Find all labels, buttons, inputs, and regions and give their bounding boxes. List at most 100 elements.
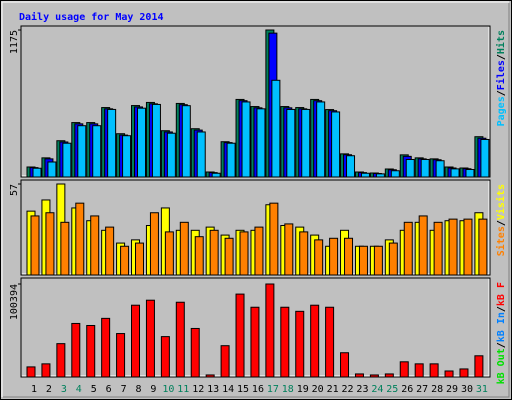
bar: [45, 212, 55, 276]
bar: [220, 345, 230, 378]
legend-entry: Pages: [496, 96, 507, 126]
bar: [429, 363, 439, 378]
legend-entry: Sites: [495, 226, 507, 256]
x-tick-label: 3: [61, 384, 67, 395]
x-tick-label: 9: [150, 384, 156, 395]
legend-entry: kB F: [496, 282, 507, 306]
bar: [145, 299, 155, 378]
bar: [101, 317, 111, 378]
legend-separator: /: [496, 306, 507, 312]
bar: [137, 107, 147, 178]
bar: [164, 231, 174, 276]
bar: [62, 142, 72, 178]
bar: [160, 336, 170, 378]
bar: [181, 105, 191, 178]
bar: [286, 108, 296, 178]
bar: [375, 173, 385, 178]
bar: [116, 333, 126, 378]
bar: [390, 170, 400, 178]
bar: [478, 218, 488, 276]
bar: [325, 306, 335, 378]
legend-separator: /: [496, 54, 507, 60]
bar: [346, 155, 356, 178]
x-tick-label: 22: [342, 384, 354, 395]
bar: [190, 327, 200, 378]
legend-separator: /: [496, 342, 507, 348]
bar: [256, 108, 266, 178]
x-tick-label: 10: [162, 384, 174, 395]
x-tick-label: 14: [222, 384, 234, 395]
bar: [269, 202, 279, 276]
bar: [151, 103, 161, 178]
bar: [60, 221, 70, 276]
bar: [444, 370, 454, 378]
x-tick-label: 29: [446, 384, 458, 395]
bar: [450, 168, 460, 178]
bar: [340, 352, 350, 378]
x-tick-label: 31: [476, 384, 488, 395]
bevel: [3, 3, 510, 398]
x-tick-label: 11: [177, 384, 189, 395]
bar: [405, 158, 415, 178]
x-tick-label: 6: [106, 384, 112, 395]
legend-separator: /: [496, 220, 507, 226]
bar: [122, 135, 132, 178]
x-tick-label: 2: [46, 384, 52, 395]
x-tick-label: 23: [356, 384, 368, 395]
bar: [331, 111, 341, 178]
x-tick-label: 12: [192, 384, 204, 395]
bar: [41, 363, 51, 378]
bar: [149, 212, 159, 276]
bar: [224, 237, 234, 276]
bar: [47, 161, 57, 178]
bar: [463, 218, 473, 276]
bar: [32, 167, 42, 178]
legend-entry: Visits: [495, 184, 507, 220]
bar: [314, 239, 324, 276]
bar: [465, 168, 475, 178]
x-tick-label: 18: [282, 384, 294, 395]
chart-title: Daily usage for May 2014: [19, 11, 164, 23]
legend-entry: kB Out: [496, 348, 507, 384]
x-tick-label: 24: [371, 384, 383, 395]
bar: [175, 301, 185, 378]
bar: [459, 368, 469, 378]
bar: [86, 324, 96, 378]
bar: [194, 236, 204, 276]
bar: [92, 125, 102, 178]
x-tick-label: 27: [416, 384, 428, 395]
y-tick-label: 57: [9, 184, 20, 196]
bar: [360, 172, 370, 178]
x-tick-label: 26: [401, 384, 413, 395]
x-tick-label: 5: [91, 384, 97, 395]
x-tick-label: 28: [431, 384, 443, 395]
legend-entry: Files: [495, 60, 507, 90]
legend-separator: /: [496, 90, 507, 96]
bar: [71, 322, 81, 378]
bar: [299, 231, 309, 276]
bar: [480, 138, 490, 178]
bar: [433, 221, 443, 276]
bar: [354, 373, 364, 378]
bar: [301, 108, 311, 178]
legend: kB Out/kB In/kB F: [496, 282, 507, 384]
bar: [90, 215, 100, 276]
bar: [56, 343, 66, 378]
bar: [107, 108, 117, 178]
legend-entry: Hits: [495, 30, 507, 54]
bar: [388, 242, 398, 276]
bar: [241, 101, 251, 178]
bar: [329, 237, 339, 276]
bar: [239, 231, 249, 276]
bar: [358, 245, 368, 276]
bar: [295, 310, 305, 378]
bar: [196, 131, 206, 178]
bar: [30, 215, 40, 276]
legend: Sites/Visits: [495, 184, 507, 256]
x-tick-label: 7: [121, 384, 127, 395]
bar: [284, 223, 294, 276]
bar: [166, 132, 176, 178]
bar: [250, 306, 260, 378]
